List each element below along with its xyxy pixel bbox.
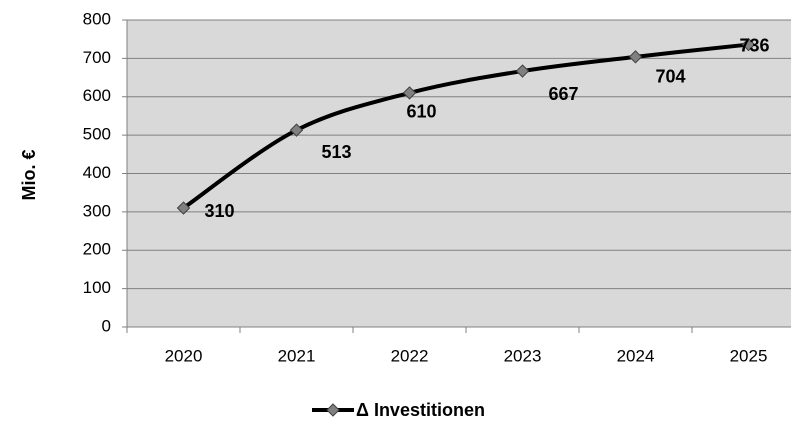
- marker: [741, 37, 756, 52]
- x-tick-label: 2021: [278, 346, 316, 365]
- legend-label: Δ Investitionen: [356, 400, 485, 420]
- data-label: 513: [321, 142, 351, 162]
- x-tick-label: 2025: [730, 346, 768, 365]
- x-tick-label: 2024: [617, 346, 655, 365]
- marker: [402, 86, 417, 100]
- marker: [628, 50, 643, 64]
- data-label: 310: [204, 201, 234, 221]
- data-label: 736: [739, 35, 769, 55]
- marker: [289, 123, 304, 137]
- x-tick-label: 2023: [504, 346, 542, 365]
- x-tick-label: 2022: [391, 346, 429, 365]
- y-tick-label: 0: [102, 316, 111, 335]
- y-tick-label: 400: [83, 163, 111, 182]
- y-tick-label: 700: [83, 48, 111, 67]
- y-tick-label: 500: [83, 125, 111, 144]
- y-tick-label: 600: [83, 86, 111, 105]
- y-tick-label: 800: [83, 9, 111, 28]
- y-tick-label: 300: [83, 201, 111, 220]
- y-axis-label: Mio. €: [19, 149, 39, 200]
- y-tick-label: 200: [83, 240, 111, 259]
- marker: [515, 64, 530, 78]
- data-label: 610: [406, 102, 436, 122]
- legend-marker: [326, 403, 340, 417]
- y-tick-label: 100: [83, 278, 111, 297]
- data-label: 704: [655, 67, 685, 87]
- x-tick-label: 2020: [165, 346, 203, 365]
- data-label: 667: [548, 84, 578, 104]
- line: [182, 42, 749, 210]
- marker: [176, 201, 191, 215]
